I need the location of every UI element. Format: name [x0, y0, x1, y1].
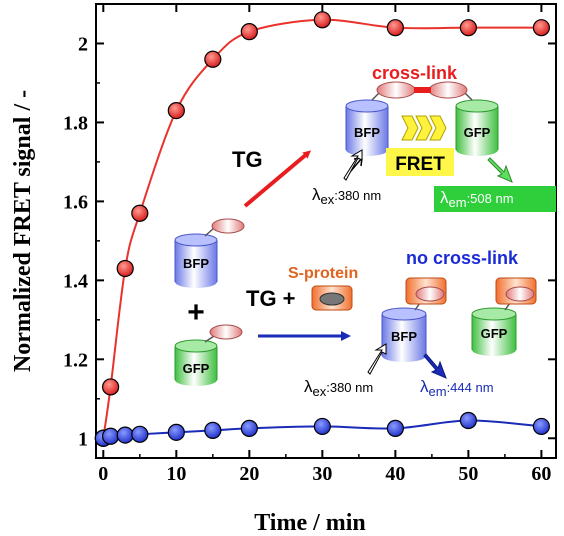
- y-tick-label: 2: [78, 33, 88, 55]
- data-point-series-1: [459, 411, 477, 430]
- gfp-label-top: GFP: [464, 125, 491, 140]
- data-point-series-0: [532, 19, 550, 37]
- data-point-series-1: [313, 417, 331, 436]
- data-point-series-0: [131, 204, 149, 222]
- s-protein-icon: [311, 285, 353, 311]
- y-tick-label: 1.8: [63, 112, 88, 134]
- y-axis-title: Normalized FRET signal / -: [10, 90, 36, 372]
- fret-label: FRET: [395, 154, 445, 175]
- y-tick-label: 1.2: [63, 349, 88, 371]
- x-tick-label: 10: [166, 463, 186, 485]
- x-tick-label: 60: [531, 463, 551, 485]
- series-lines: [102, 18, 542, 440]
- data-point-series-1: [240, 419, 258, 437]
- tg-plus-label: TG +: [246, 286, 296, 311]
- plot-frame: [95, 3, 557, 459]
- bfp-label-bottom: BFP: [391, 329, 417, 344]
- data-point-series-1: [167, 423, 185, 441]
- emission-arrow-bottom-icon: [423, 353, 447, 379]
- data-point-series-0: [204, 50, 222, 68]
- data-point-series-0: [102, 378, 120, 396]
- x-tick-label: 30: [312, 463, 332, 485]
- bfp-label-top: BFP: [354, 125, 380, 140]
- gfp-cylinder-top: GFP: [455, 99, 499, 156]
- x-tick-label: 40: [385, 463, 405, 485]
- series-line-0: [102, 18, 542, 439]
- tg-label: TG: [232, 147, 263, 172]
- data-point-series-0: [240, 23, 258, 41]
- data-point-series-1: [386, 419, 404, 437]
- y-axis-ticks: 1 1.2 1.4 1.6 1.8 2: [63, 33, 556, 450]
- data-point-series-1: [204, 421, 222, 439]
- bfp-cylinder-bottom: BFP: [381, 277, 447, 362]
- lambda-ex-bottom: λex:380 nm: [304, 377, 373, 399]
- cross-link-label: cross-link: [372, 63, 458, 83]
- no-cross-link-label: no cross-link: [406, 248, 519, 268]
- x-axis-title: Time / min: [254, 510, 366, 536]
- data-point-series-0: [386, 19, 404, 37]
- fret-energy-transfer-icon: [401, 115, 447, 141]
- data-point-series-1: [532, 417, 550, 436]
- y-tick-label: 1.4: [63, 270, 88, 292]
- data-point-series-1: [116, 426, 134, 444]
- excitation-arrow-top-icon: [343, 149, 363, 181]
- gfp-label-bottom: GFP: [481, 326, 508, 341]
- emission-508-badge: [434, 186, 556, 212]
- data-point-series-0: [459, 19, 477, 37]
- y-tick-label: 1: [78, 428, 88, 450]
- bfp-label-left: BFP: [183, 256, 209, 271]
- gfp-cylinder-left: GFP: [174, 324, 243, 386]
- lambda-em-444: λem:444 nm: [420, 377, 494, 399]
- lambda-ex-top: λex:380 nm: [312, 185, 381, 207]
- s-protein-label: S-protein: [288, 265, 358, 282]
- excitation-arrow-bottom-icon: [367, 343, 387, 375]
- data-point-series-1: [102, 427, 120, 445]
- x-tick-label: 20: [239, 463, 259, 485]
- series-points: [94, 11, 550, 447]
- red-reaction-arrow: [243, 150, 312, 208]
- gfp-label-left: GFP: [183, 361, 210, 376]
- cross-link-bridge: [371, 81, 473, 101]
- x-tick-label: 50: [458, 463, 478, 485]
- bfp-cylinder-left: BFP: [174, 218, 245, 288]
- emission-arrow-top-icon: [487, 157, 513, 183]
- gfp-cylinder-bottom: GFP: [471, 277, 537, 356]
- bfp-cylinder-top: BFP: [345, 99, 389, 156]
- data-point-series-0: [116, 259, 134, 278]
- plus-sign: +: [187, 296, 205, 329]
- y-tick-label: 1.6: [63, 191, 88, 213]
- x-tick-label: 0: [98, 463, 108, 485]
- fret-badge: [386, 148, 454, 176]
- x-axis-ticks: 0 10 20 30 40 50 60: [98, 4, 551, 485]
- data-point-series-1: [131, 425, 149, 443]
- lambda-em-508: λem:508 nm: [440, 188, 514, 210]
- data-point-series-0: [313, 11, 331, 29]
- data-point-series-0: [167, 101, 185, 120]
